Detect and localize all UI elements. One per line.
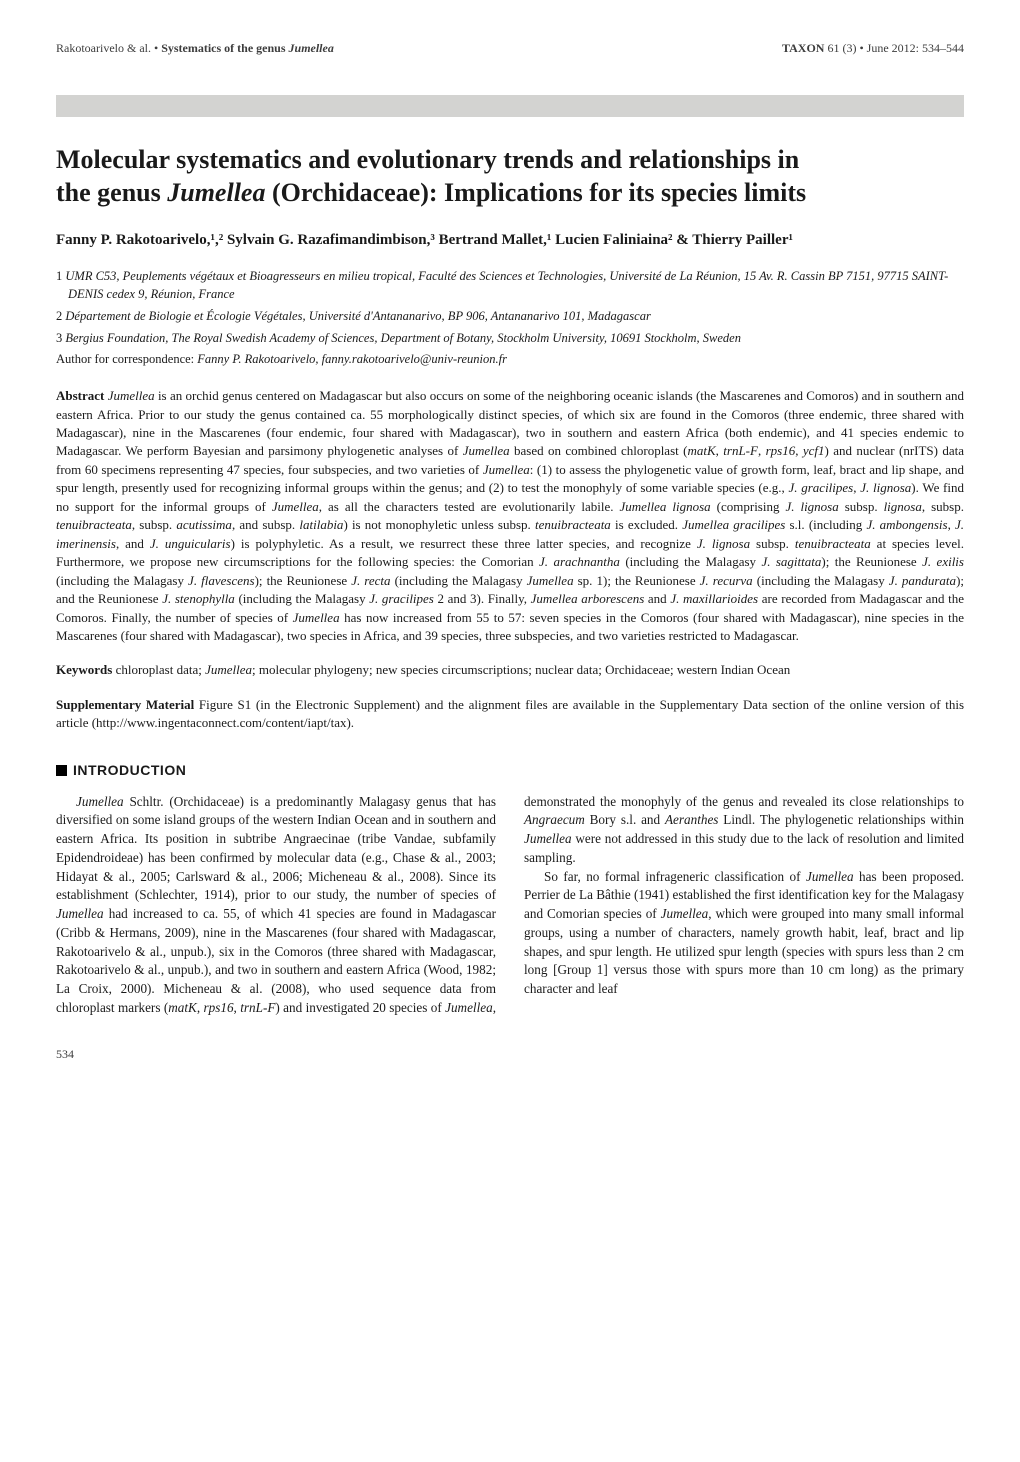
- running-head-left: Rakotoarivelo & al. • Systematics of the…: [56, 40, 334, 57]
- page-number: 534: [56, 1046, 964, 1063]
- running-head-right: TAXON 61 (3) • June 2012: 534–544: [782, 40, 964, 57]
- affiliation-1: 1 UMR C53, Peuplements végétaux et Bioag…: [56, 267, 964, 303]
- abstract-label: Abstract: [56, 388, 108, 403]
- section-heading-introduction: INTRODUCTION: [56, 761, 964, 781]
- supplementary-material: Supplementary Material Figure S1 (in the…: [56, 696, 964, 733]
- author-list: Fanny P. Rakotoarivelo,¹,² Sylvain G. Ra…: [56, 230, 964, 251]
- section-square-icon: [56, 765, 67, 776]
- supp-label: Supplementary Material: [56, 697, 199, 712]
- keywords: Keywords chloroplast data; Jumellea; mol…: [56, 661, 964, 679]
- intro-paragraph-2: So far, no formal infrageneric classific…: [524, 868, 964, 999]
- header-gray-bar: [56, 95, 964, 117]
- body-columns: Jumellea Schltr. (Orchidaceae) is a pred…: [56, 793, 964, 1018]
- keywords-label: Keywords: [56, 662, 116, 677]
- article-title: Molecular systematics and evolutionary t…: [56, 143, 964, 210]
- abstract: Abstract Jumellea is an orchid genus cen…: [56, 387, 964, 645]
- correspondence: Author for correspondence: Fanny P. Rako…: [56, 351, 964, 369]
- affiliation-2: 2 Département de Biologie et Écologie Vé…: [56, 307, 964, 325]
- affiliation-3: 3 Bergius Foundation, The Royal Swedish …: [56, 329, 964, 347]
- running-head: Rakotoarivelo & al. • Systematics of the…: [56, 40, 964, 57]
